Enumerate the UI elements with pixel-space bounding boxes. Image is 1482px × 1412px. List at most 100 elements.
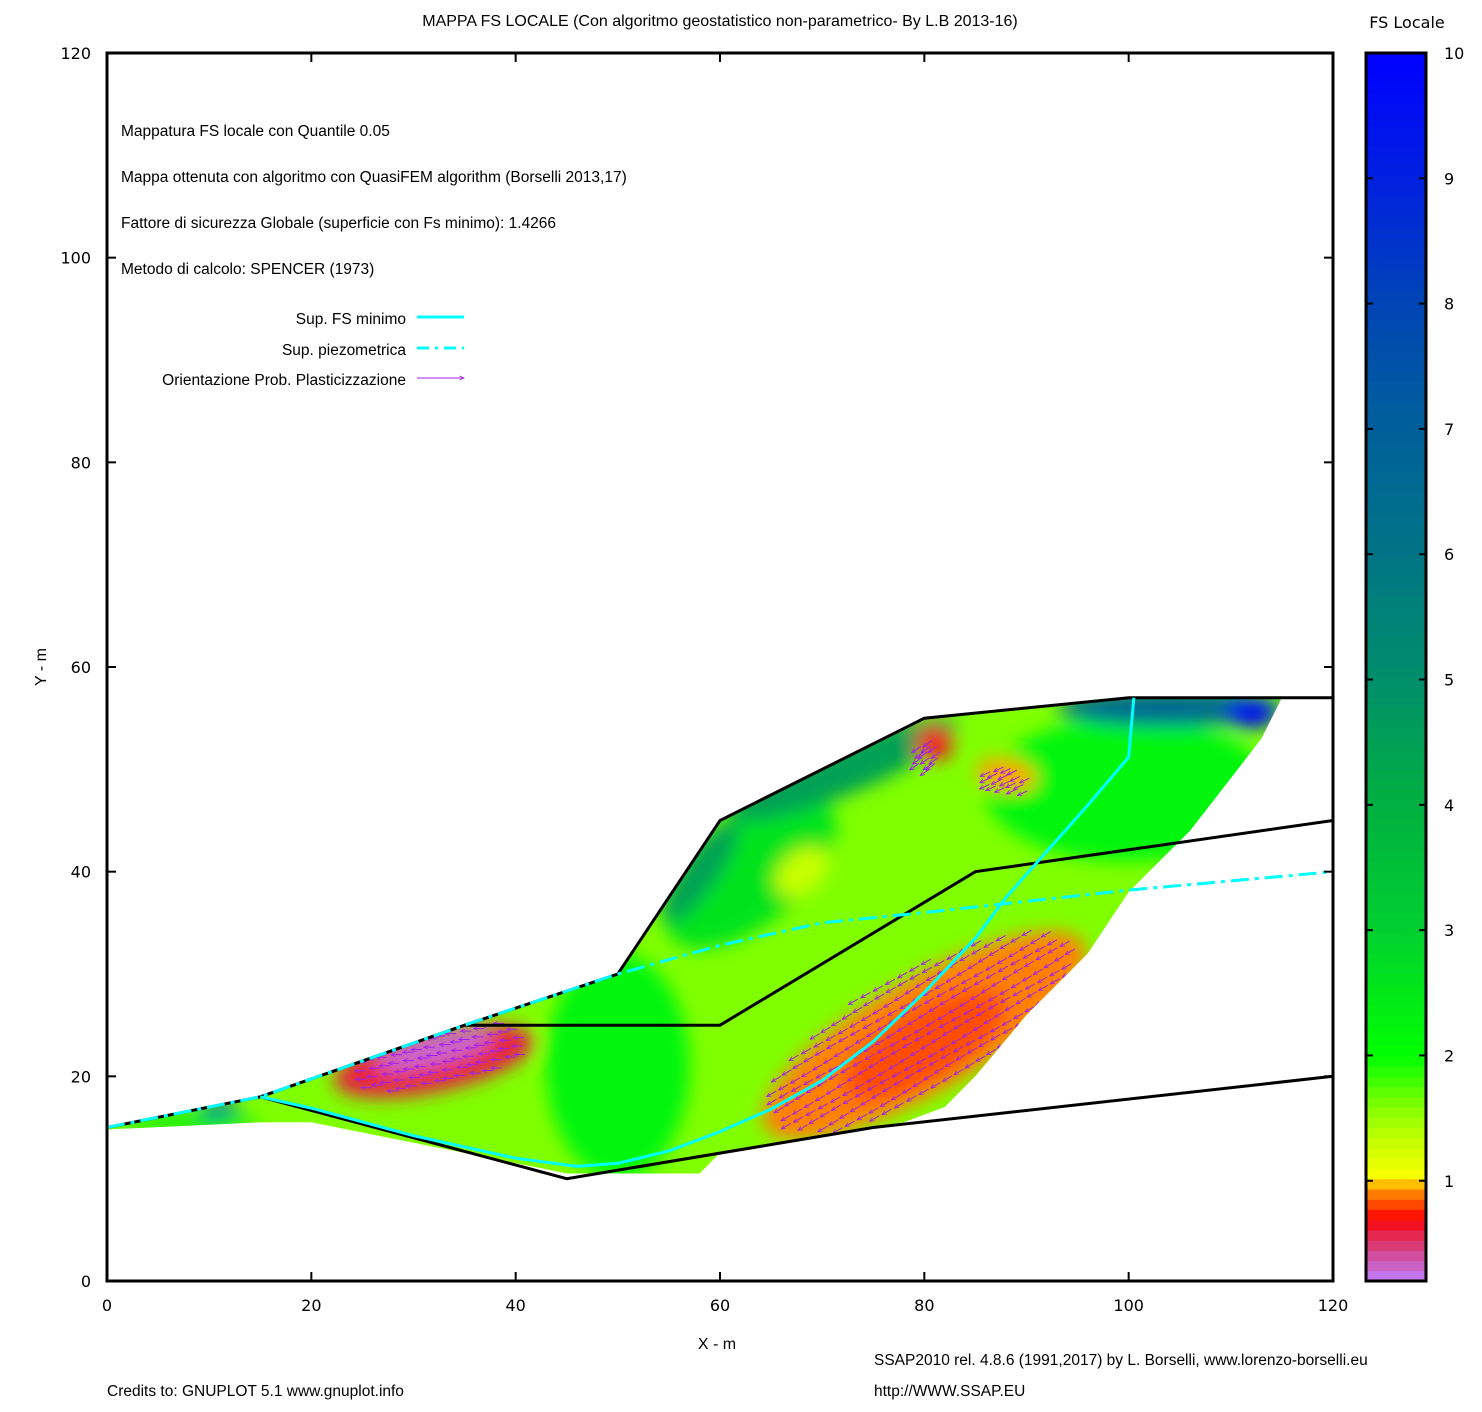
plasticization-arrow (920, 757, 930, 764)
plasticization-arrow (815, 1095, 826, 1101)
plasticization-arrow (1025, 960, 1035, 967)
plasticization-arrow (1044, 961, 1054, 968)
plasticization-arrow (954, 1068, 964, 1075)
colorbar-segment (1366, 1168, 1426, 1180)
colorbar-segment (1366, 1055, 1426, 1067)
colorbar-segment (1366, 1076, 1426, 1088)
colorbar-tick-label: 1 (1444, 1172, 1454, 1191)
plasticization-arrow (1000, 988, 1010, 995)
plasticization-arrow (907, 1095, 917, 1102)
plasticization-arrow (898, 972, 908, 978)
plasticization-arrow (962, 985, 973, 992)
plasticization-arrow (1011, 936, 1021, 943)
colorbar-segment (1366, 472, 1426, 484)
plasticization-arrow (878, 1069, 888, 1076)
plasticization-arrow (1048, 939, 1058, 946)
colorbar-segment (1366, 93, 1426, 105)
colorbar-segment (1366, 892, 1426, 903)
colorbar-segment (1366, 53, 1426, 64)
plasticization-arrow (902, 1087, 913, 1094)
plasticization-arrow (1001, 996, 1011, 1003)
plasticization-arrow (1006, 782, 1016, 789)
colorbar-segment (1366, 789, 1426, 801)
plasticization-arrow (838, 1036, 849, 1043)
colorbar-segment (1366, 114, 1426, 126)
colorbar-segment (1366, 349, 1426, 361)
annotation-quantile: Mappatura FS locale con Quantile 0.05 (121, 123, 390, 140)
plasticization-arrow (940, 999, 950, 1005)
plasticization-arrow (793, 1062, 803, 1069)
plasticization-arrow (941, 1052, 952, 1059)
colorbar-segment (1366, 871, 1426, 883)
colorbar-segment (1366, 1158, 1426, 1170)
colorbar-segment (1366, 585, 1426, 596)
colorbar-segment (1366, 646, 1426, 658)
fs-zone (546, 953, 690, 1174)
colorbar-segment (1366, 1209, 1426, 1221)
colorbar-segment (1366, 922, 1426, 934)
y-tick-label: 20 (71, 1067, 91, 1086)
plasticization-arrow (915, 1035, 925, 1042)
plasticization-arrow (1040, 1007, 1050, 1014)
plasticization-arrow (986, 1048, 997, 1055)
plasticization-arrow (938, 1013, 948, 1020)
plasticization-arrow (882, 1108, 892, 1115)
plasticization-arrow (833, 1127, 843, 1134)
x-tick-label: 20 (301, 1296, 321, 1315)
fs-heatmap (107, 697, 1282, 1174)
plasticization-arrow (917, 1065, 927, 1072)
plasticization-arrow (804, 1078, 814, 1085)
plasticization-arrow (956, 1054, 966, 1061)
plasticization-arrow (919, 1088, 929, 1095)
colorbar-segment (1366, 329, 1426, 341)
axes: 0 20 40 60 80 100 120 0 20 40 60 80 100 120 (60, 44, 1348, 1315)
colorbar-segment (1366, 810, 1426, 822)
colorbar-segment (1366, 1147, 1426, 1159)
fs-zone (774, 846, 829, 897)
plasticization-arrow (781, 1114, 791, 1121)
plasticization-arrow (1011, 981, 1021, 988)
colorbar-segment (1366, 1199, 1426, 1210)
plasticization-arrow (1027, 1014, 1038, 1021)
plasticization-arrow (946, 976, 956, 983)
colorbar-segment (1366, 83, 1426, 95)
colorbar-tick-label: 6 (1444, 545, 1454, 564)
plasticization-arrow (902, 1033, 912, 1040)
colorbar-segment (1366, 247, 1426, 259)
plasticization-arrow (957, 969, 967, 976)
colorbar-segment (1366, 319, 1426, 330)
plasticization-arrow (843, 1089, 853, 1096)
colorbar-segment (1366, 145, 1426, 156)
plasticization-arrow (980, 777, 990, 784)
x-tick-label: 120 (1318, 1296, 1349, 1315)
software-credit: SSAP2010 rel. 4.8.6 (1991,2017) by L. Bo… (874, 1352, 1368, 1369)
fs-zone (661, 820, 738, 923)
plasticization-arrow (834, 1050, 844, 1057)
colorbar-segment (1366, 267, 1426, 279)
plasticization-arrow (793, 1108, 803, 1115)
colorbar-segment (1366, 953, 1426, 965)
colorbar-segment (1366, 533, 1426, 545)
plasticization-arrow (1008, 1035, 1018, 1042)
plasticization-arrow (785, 1100, 795, 1107)
colorbar-segment (1366, 554, 1426, 566)
colorbar-segment (1366, 431, 1426, 443)
colorbar-segment (1366, 738, 1426, 750)
plasticization-arrow (905, 988, 915, 995)
plasticization-arrow (1050, 970, 1060, 976)
plasticization-arrow (848, 998, 859, 1005)
plasticization-arrow (1041, 931, 1051, 938)
plasticization-arrow (861, 1099, 871, 1106)
plasticization-arrow (924, 1074, 934, 1080)
plasticization-arrow (873, 1008, 883, 1015)
layer-boundary-2 (259, 1074, 1333, 1181)
website-link[interactable]: http://WWW.SSAP.EU (874, 1383, 1025, 1400)
plasticization-arrow (793, 1116, 804, 1123)
plasticization-arrow (790, 1077, 801, 1084)
plasticization-arrow (850, 1021, 860, 1028)
plasticization-arrow (829, 1119, 839, 1126)
plasticization-arrow (988, 995, 998, 1002)
plasticization-arrow (869, 1107, 879, 1114)
y-tick-label: 40 (71, 863, 91, 882)
colorbar-segment (1366, 1086, 1426, 1098)
